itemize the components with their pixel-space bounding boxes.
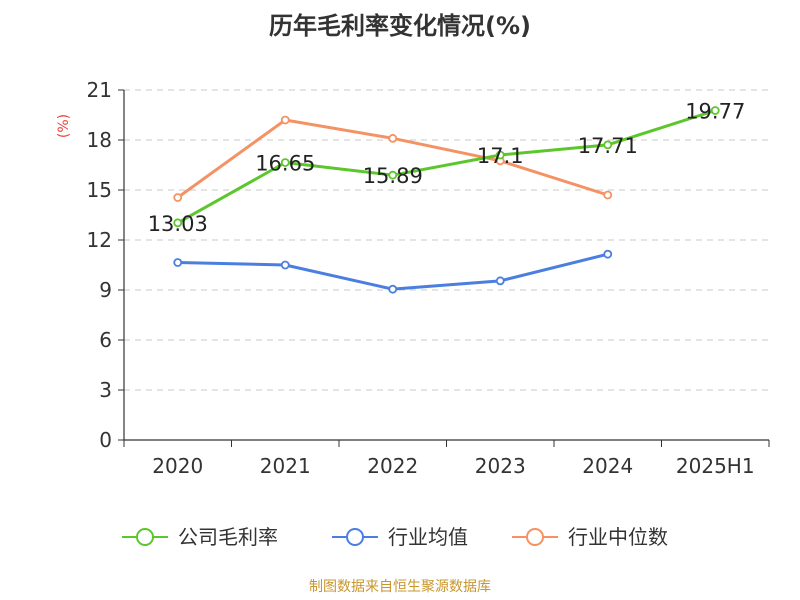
legend-item[interactable]: 公司毛利率 — [122, 525, 278, 549]
data-point[interactable] — [173, 258, 183, 267]
x-tick-label: 2021 — [260, 454, 311, 478]
data-label: 17.71 — [578, 134, 638, 158]
data-labels: 13.03 16.65 15.89 17.1 17.71 19.77 — [148, 100, 746, 236]
series-1 — [173, 106, 720, 228]
legend-label: 行业均值 — [388, 525, 468, 549]
data-point[interactable] — [495, 276, 505, 286]
data-label: 16.65 — [255, 152, 315, 176]
legend-label: 行业中位数 — [568, 525, 668, 549]
axes: 0 3 6 9 12 15 18 21 2020 2021 2022 2023 2024 2025H1 — [87, 78, 770, 478]
series-line — [176, 252, 610, 291]
series-line — [176, 109, 717, 225]
y-tick-label: 12 — [87, 228, 112, 252]
x-tick-label: 2024 — [582, 454, 633, 478]
x-tick-label: 2023 — [475, 454, 526, 478]
series-3 — [173, 115, 613, 202]
data-point[interactable] — [280, 115, 290, 125]
legend-item[interactable]: 行业均值 — [332, 525, 468, 549]
series-lines — [173, 106, 720, 294]
data-point[interactable] — [603, 190, 613, 200]
legend-marker-icon — [136, 528, 154, 546]
data-point[interactable] — [388, 170, 398, 180]
series-2 — [173, 249, 613, 294]
legend[interactable]: 公司毛利率 行业均值 行业中位数 — [122, 525, 668, 549]
legend-label: 公司毛利率 — [178, 525, 278, 549]
data-label: 17.1 — [477, 144, 524, 168]
data-point[interactable] — [388, 133, 398, 143]
data-label: 13.03 — [148, 212, 208, 236]
y-tick-label: 15 — [87, 178, 112, 202]
x-tick-label: 2022 — [367, 454, 418, 478]
grid-lines — [124, 89, 769, 391]
data-point[interactable] — [173, 193, 183, 202]
data-point[interactable] — [495, 150, 505, 160]
data-point[interactable] — [173, 218, 183, 228]
data-point[interactable] — [388, 284, 398, 294]
data-point[interactable] — [603, 249, 613, 259]
source-note: 制图数据来自恒生聚源数据库 — [309, 579, 491, 595]
data-point[interactable] — [603, 140, 613, 150]
data-point[interactable] — [280, 260, 290, 270]
y-tick-label: 9 — [99, 278, 112, 302]
x-tick-label: 2025H1 — [676, 454, 755, 478]
y-tick-label: 3 — [99, 378, 112, 402]
data-label: 19.77 — [685, 100, 745, 124]
y-tick-label: 6 — [99, 328, 112, 352]
y-axis-unit: (%) — [56, 114, 72, 138]
y-tick-label: 0 — [99, 428, 112, 452]
data-point[interactable] — [710, 106, 720, 115]
chart-title: 历年毛利率变化情况(%) — [269, 12, 531, 40]
legend-marker-icon — [346, 528, 364, 546]
x-tick-label: 2020 — [152, 454, 203, 478]
y-tick-label: 18 — [87, 128, 112, 152]
data-label: 15.89 — [363, 164, 423, 188]
y-tick-label: 21 — [87, 78, 112, 102]
data-point[interactable] — [280, 158, 290, 167]
legend-item[interactable]: 行业中位数 — [512, 525, 668, 549]
legend-marker-icon — [526, 528, 544, 546]
